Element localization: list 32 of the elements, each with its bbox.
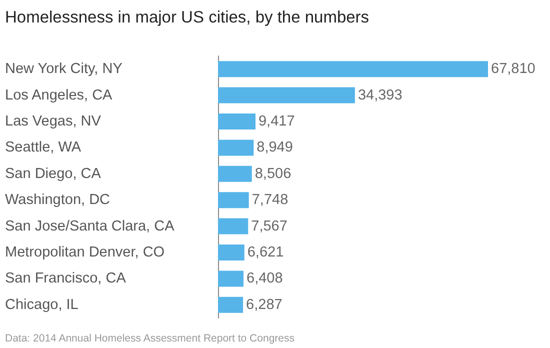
bar: [218, 218, 248, 234]
data-label: 6,408: [246, 270, 283, 287]
data-label: 6,287: [246, 296, 282, 313]
chart-title: Homelessness in major US cities, by the numbers: [5, 8, 370, 26]
y-tick-label: Chicago, IL: [5, 296, 78, 313]
bar: [218, 296, 244, 313]
bar: [218, 166, 252, 182]
data-label: 6,621: [247, 244, 284, 260]
y-tick-label: New York City, NY: [5, 61, 123, 78]
data-label: 8,506: [254, 166, 292, 182]
y-tick-label: Seattle, WA: [5, 140, 82, 156]
data-label: 7,748: [252, 192, 288, 208]
y-tick-label: Metropolitan Denver, CO: [5, 244, 165, 260]
text: Data: 2014 Annual Homeless Assessment Report to Congress: [5, 332, 294, 344]
bar: [218, 87, 355, 104]
bar: [218, 270, 244, 287]
bar: [218, 61, 488, 78]
data-label: 67,810: [491, 61, 536, 78]
data-label: 7,567: [251, 218, 288, 234]
data-label: 9,417: [258, 114, 295, 130]
y-tick-label: Las Vegas, NV: [5, 114, 102, 130]
bar: [218, 244, 244, 260]
bar: [218, 140, 254, 156]
bar: [218, 192, 249, 208]
y-tick-label: San Francisco, CA: [5, 270, 126, 287]
y-tick-label: Washington, DC: [5, 192, 110, 208]
y-tick-label: Los Angeles, CA: [5, 87, 113, 104]
y-tick-label: San Jose/Santa Clara, CA: [5, 218, 175, 234]
bar: [218, 114, 256, 130]
data-label: 8,949: [256, 140, 293, 156]
y-tick-label: San Diego, CA: [5, 166, 102, 182]
data-label: 34,393: [358, 87, 402, 104]
